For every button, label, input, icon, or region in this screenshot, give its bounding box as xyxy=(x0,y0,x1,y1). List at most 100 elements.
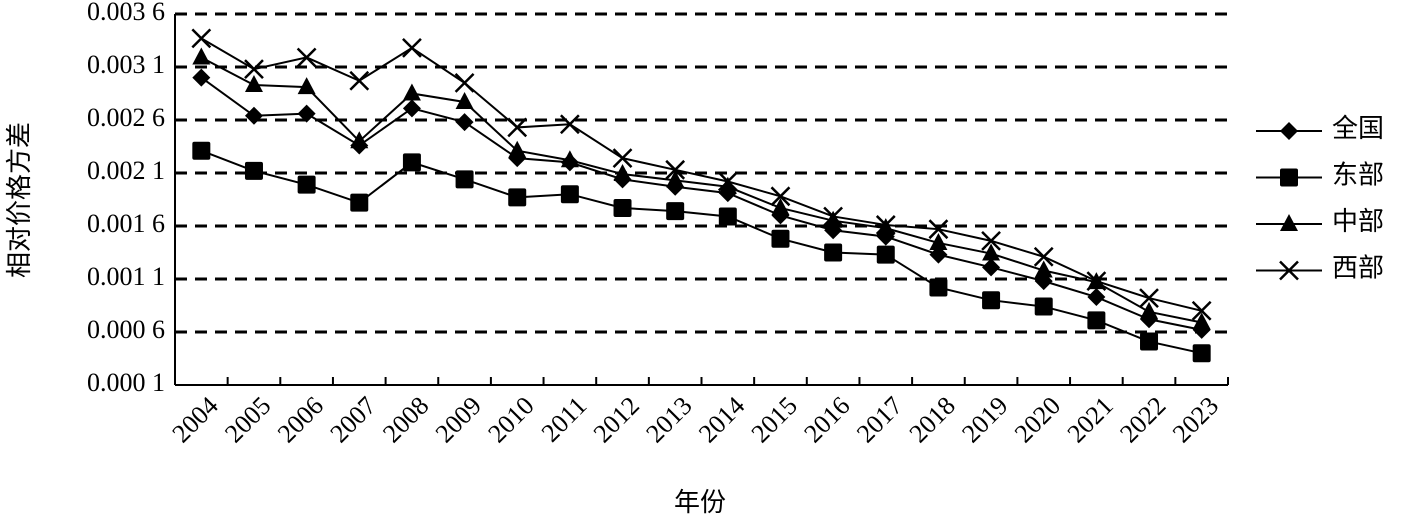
marker xyxy=(297,77,316,95)
marker xyxy=(402,38,422,58)
series-line xyxy=(200,56,1202,324)
marker xyxy=(1140,301,1159,319)
marker xyxy=(875,215,896,235)
marker xyxy=(1034,260,1053,278)
marker xyxy=(613,164,632,182)
y-tick-label: 0.002 6 xyxy=(87,103,165,132)
marker xyxy=(1192,312,1211,330)
x-tick-label: 2006 xyxy=(272,391,329,448)
legend-marker xyxy=(1279,260,1299,281)
legend-marker xyxy=(1280,214,1298,231)
legend-marker xyxy=(1280,122,1298,140)
y-tick-label: 0.002 1 xyxy=(87,156,165,185)
marker xyxy=(192,68,211,87)
y-tick-label: 0.001 1 xyxy=(87,262,165,291)
marker xyxy=(244,106,263,125)
marker xyxy=(559,114,580,135)
marker xyxy=(1033,246,1054,267)
x-tick-label: 2014 xyxy=(693,391,750,448)
y-tick-label: 0.003 6 xyxy=(87,0,165,26)
series-line xyxy=(200,37,1202,312)
x-tick-label: 2022 xyxy=(1114,391,1171,448)
marker xyxy=(350,131,369,149)
marker xyxy=(455,113,474,132)
marker xyxy=(508,188,527,207)
marker xyxy=(666,170,685,188)
marker xyxy=(244,161,263,180)
marker xyxy=(1034,297,1053,316)
marker xyxy=(560,185,579,204)
x-tick-label: 2020 xyxy=(1009,391,1066,448)
series-line xyxy=(200,149,1202,355)
marker xyxy=(349,70,370,91)
marker xyxy=(717,171,738,192)
x-tick-label: 2004 xyxy=(167,391,224,448)
marker xyxy=(244,59,264,80)
x-tick-label: 2010 xyxy=(482,391,539,448)
x-tick-label: 2005 xyxy=(219,391,276,448)
x-tick-label: 2009 xyxy=(430,391,487,448)
x-tick-label: 2023 xyxy=(1167,391,1224,448)
marker xyxy=(296,47,317,68)
marker xyxy=(455,91,474,109)
marker xyxy=(297,104,316,123)
marker xyxy=(929,245,948,264)
marker xyxy=(192,47,211,65)
legend-label: 全国 xyxy=(1332,114,1384,143)
y-tick-label: 0.000 6 xyxy=(87,315,165,344)
marker xyxy=(666,202,685,221)
x-tick-label: 2013 xyxy=(640,391,697,448)
marker xyxy=(824,210,843,228)
marker xyxy=(612,148,633,169)
marker xyxy=(454,73,475,93)
x-tick-label: 2007 xyxy=(324,391,381,448)
marker xyxy=(1087,311,1106,330)
marker xyxy=(560,150,579,168)
marker xyxy=(982,258,1001,277)
y-tick-label: 0.001 6 xyxy=(87,209,165,238)
marker xyxy=(508,140,527,158)
marker xyxy=(613,198,632,217)
marker xyxy=(1191,300,1212,321)
marker xyxy=(297,175,316,194)
x-tick-label: 2008 xyxy=(377,391,434,448)
marker xyxy=(718,176,737,194)
x-tick-label: 2016 xyxy=(798,391,855,448)
y-tick-label: 0.000 1 xyxy=(87,368,165,397)
marker xyxy=(507,117,528,138)
x-tick-label: 2012 xyxy=(588,391,645,448)
marker xyxy=(350,193,369,212)
x-tick-label: 2019 xyxy=(956,391,1013,448)
marker xyxy=(402,153,421,172)
x-tick-label: 2018 xyxy=(904,391,961,448)
legend-label: 西部 xyxy=(1332,253,1384,282)
marker xyxy=(982,291,1001,310)
marker xyxy=(824,243,843,262)
x-tick-label: 2021 xyxy=(1062,391,1119,448)
marker xyxy=(1086,271,1107,292)
marker xyxy=(244,75,263,93)
x-axis-label: 年份 xyxy=(674,488,726,517)
marker xyxy=(929,232,948,250)
y-axis-label: 相对价格方差 xyxy=(5,122,34,278)
series-line xyxy=(200,76,1202,331)
marker xyxy=(929,278,948,297)
marker xyxy=(1140,332,1159,351)
marker xyxy=(402,83,421,101)
marker xyxy=(1139,288,1159,308)
marker xyxy=(191,28,212,49)
marker xyxy=(1192,344,1211,363)
marker xyxy=(1087,288,1106,307)
marker xyxy=(192,141,211,160)
legend-marker xyxy=(1280,168,1298,187)
marker xyxy=(771,229,790,248)
marker xyxy=(770,186,791,207)
marker xyxy=(402,99,421,118)
marker xyxy=(771,197,790,215)
legend-label: 中部 xyxy=(1332,207,1384,236)
x-tick-label: 2015 xyxy=(746,391,803,448)
marker xyxy=(665,159,686,180)
marker xyxy=(981,230,1001,251)
